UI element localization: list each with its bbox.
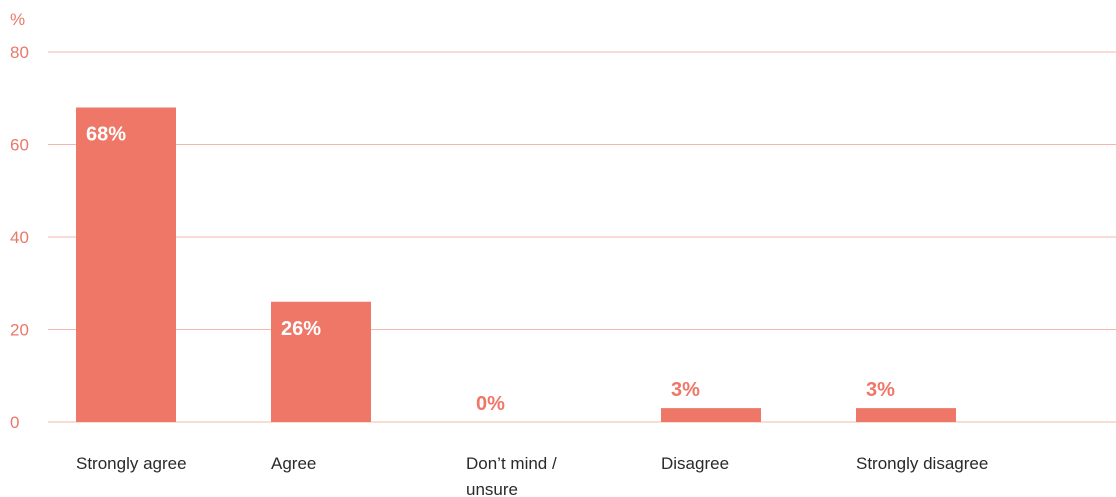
grid — [48, 51, 1116, 423]
y-tick-label: 80 — [10, 43, 29, 62]
x-tick-label: Disagree — [661, 454, 729, 473]
x-tick-label: unsure — [466, 480, 518, 497]
x-tick-label: Don’t mind / — [466, 454, 557, 473]
value-labels: 68% 26% 0% 3% 3% — [86, 124, 895, 416]
data-label: 68% — [86, 124, 126, 146]
x-tick-label: Strongly agree — [76, 454, 187, 473]
data-label: 3% — [671, 379, 700, 401]
y-tick-label: 20 — [10, 321, 29, 340]
bar — [856, 408, 956, 422]
data-label: 0% — [476, 393, 505, 415]
x-tick-label: Strongly disagree — [856, 454, 988, 473]
y-tick-label: 0 — [10, 413, 19, 432]
y-axis: 0 20 40 60 80 — [10, 43, 29, 432]
bar — [271, 301, 371, 422]
data-label: 3% — [866, 379, 895, 401]
data-label: 26% — [281, 318, 321, 340]
x-tick-label: Agree — [271, 454, 316, 473]
bar — [76, 107, 176, 422]
bar — [661, 408, 761, 422]
y-tick-label: 60 — [10, 136, 29, 155]
x-axis: Strongly agree Agree Don’t mind / unsure Dis… — [76, 454, 988, 497]
y-axis-unit-label: % — [10, 10, 25, 29]
y-tick-label: 40 — [10, 228, 29, 247]
bars — [76, 107, 956, 422]
